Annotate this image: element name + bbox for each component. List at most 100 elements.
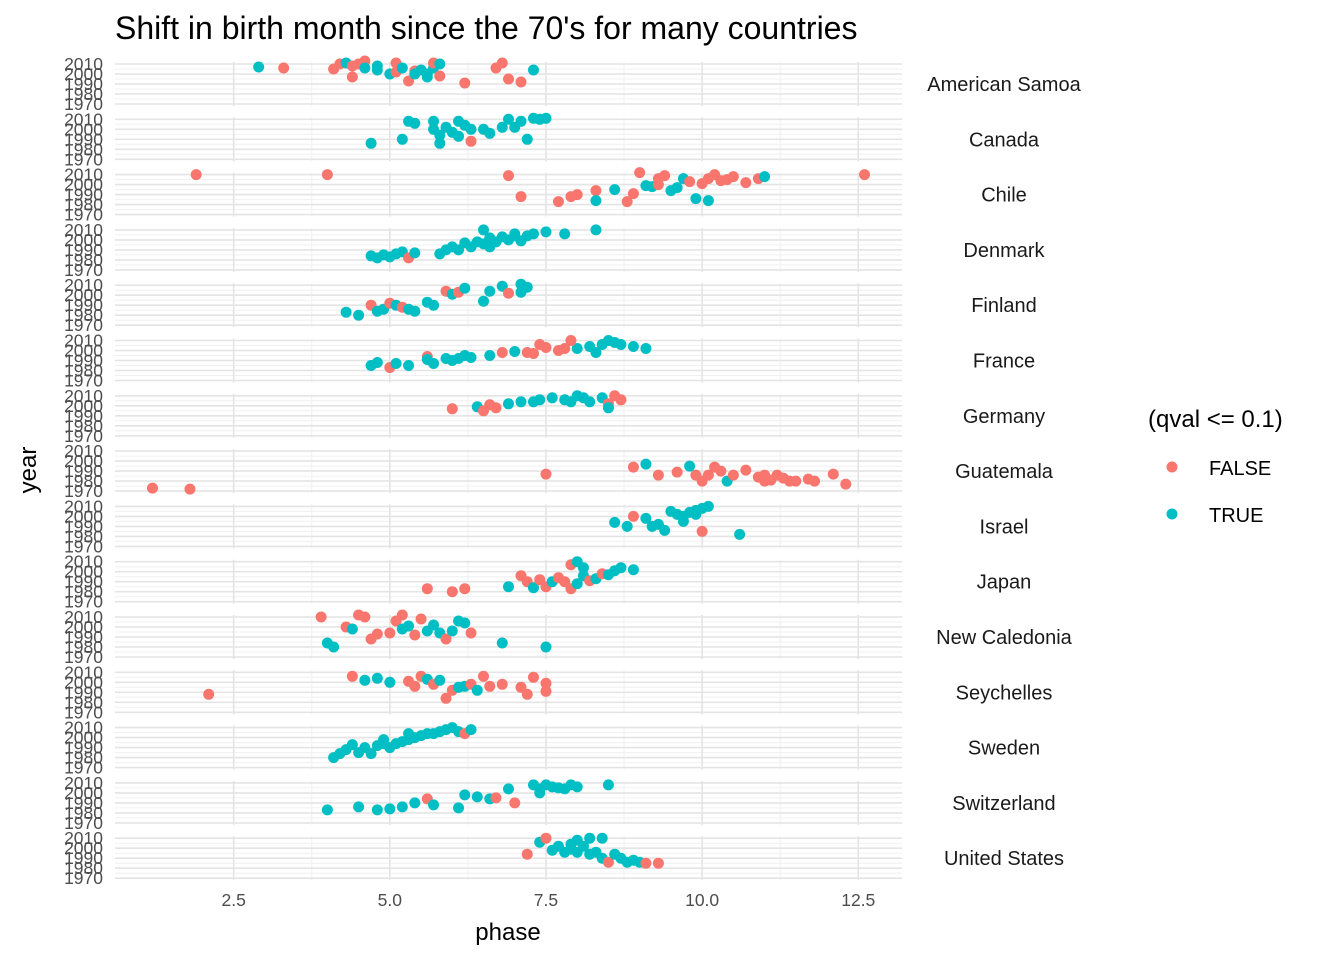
y-tick-label: 2000 (64, 728, 103, 748)
data-point (627, 341, 639, 352)
data-point (421, 583, 433, 595)
y-tick-label: 1970 (64, 702, 103, 722)
y-tick-label: 1980 (64, 139, 103, 159)
data-point (609, 516, 621, 528)
data-point (571, 556, 583, 568)
data-point (503, 581, 514, 593)
facet-strip-label: Guatemala (955, 461, 1054, 483)
data-point (496, 637, 508, 649)
facet-strip-label: Chile (981, 185, 1027, 207)
y-tick-label: 1980 (64, 582, 103, 602)
data-point (559, 343, 571, 354)
legend-true-label: TRUE (1209, 505, 1263, 527)
facet-strip-label: Sweden (968, 738, 1040, 760)
y-tick-label: 2010 (64, 331, 103, 351)
data-point (540, 641, 552, 653)
data-point (446, 625, 458, 637)
data-point (540, 112, 552, 124)
data-point (378, 734, 390, 746)
data-point (384, 627, 396, 639)
data-point (559, 228, 571, 240)
facet-strip-label: United States (944, 848, 1064, 870)
y-tick-label: 2000 (64, 451, 103, 471)
y-tick-label: 1990 (64, 461, 103, 481)
data-point (390, 358, 402, 369)
y-tick-label: 2010 (64, 662, 103, 682)
data-point (527, 64, 539, 76)
data-point (859, 169, 871, 181)
data-point (396, 133, 408, 145)
data-point (571, 189, 583, 201)
y-tick-label: 1990 (64, 295, 103, 315)
x-tick-label: 2.5 (222, 890, 246, 910)
data-point (615, 339, 627, 350)
facet-strip-label: Israel (980, 516, 1029, 538)
data-point (702, 195, 714, 207)
data-point (727, 171, 739, 183)
y-tick-label: 1980 (64, 858, 103, 878)
data-point (571, 781, 583, 793)
facet-strip-label: Seychelles (956, 682, 1053, 704)
data-point (627, 188, 639, 200)
data-point (434, 129, 446, 141)
x-tick-label: 5.0 (378, 890, 403, 910)
data-point (453, 244, 465, 256)
data-point (515, 191, 527, 203)
data-point (353, 309, 365, 321)
legend-false-label: FALSE (1209, 458, 1271, 480)
y-tick-label: 1990 (64, 185, 103, 205)
data-point (434, 70, 446, 82)
y-tick-label: 1970 (64, 149, 103, 169)
data-point (559, 576, 571, 588)
data-point (684, 176, 696, 188)
data-point (459, 583, 471, 595)
data-point (565, 838, 577, 850)
data-point (496, 121, 508, 133)
data-point (640, 857, 652, 869)
data-point (571, 343, 583, 354)
y-tick-label: 2010 (64, 109, 103, 129)
data-point (546, 392, 558, 404)
y-tick-label: 2010 (64, 165, 103, 185)
data-point (677, 515, 689, 527)
x-tick-label: 12.5 (841, 890, 875, 910)
data-point (415, 613, 427, 625)
data-point (371, 672, 383, 684)
data-point (534, 574, 546, 586)
data-point (702, 500, 714, 512)
data-point (396, 801, 408, 813)
data-point (527, 582, 539, 594)
y-tick-label: 2010 (64, 718, 103, 738)
data-point (459, 77, 471, 89)
data-point (652, 179, 664, 191)
data-point (503, 783, 514, 795)
data-point (484, 285, 496, 297)
data-point (527, 671, 539, 683)
y-tick-label: 1970 (64, 260, 103, 280)
data-point (740, 464, 752, 476)
data-point (446, 586, 458, 598)
data-point (428, 799, 440, 811)
data-point (684, 460, 696, 472)
y-tick-label: 2010 (64, 828, 103, 848)
data-point (515, 681, 527, 693)
data-point (727, 469, 739, 481)
y-tick-label: 1970 (64, 371, 103, 391)
data-point (503, 113, 514, 125)
data-point (690, 193, 702, 205)
y-tick-label: 1990 (64, 351, 103, 371)
y-tick-label: 1990 (64, 572, 103, 592)
data-point (515, 396, 527, 408)
y-tick-label: 2000 (64, 617, 103, 637)
data-point (328, 641, 340, 653)
data-point (540, 226, 552, 238)
y-tick-label: 1980 (64, 305, 103, 325)
data-point (453, 802, 465, 814)
y-tick-label: 1970 (64, 647, 103, 667)
